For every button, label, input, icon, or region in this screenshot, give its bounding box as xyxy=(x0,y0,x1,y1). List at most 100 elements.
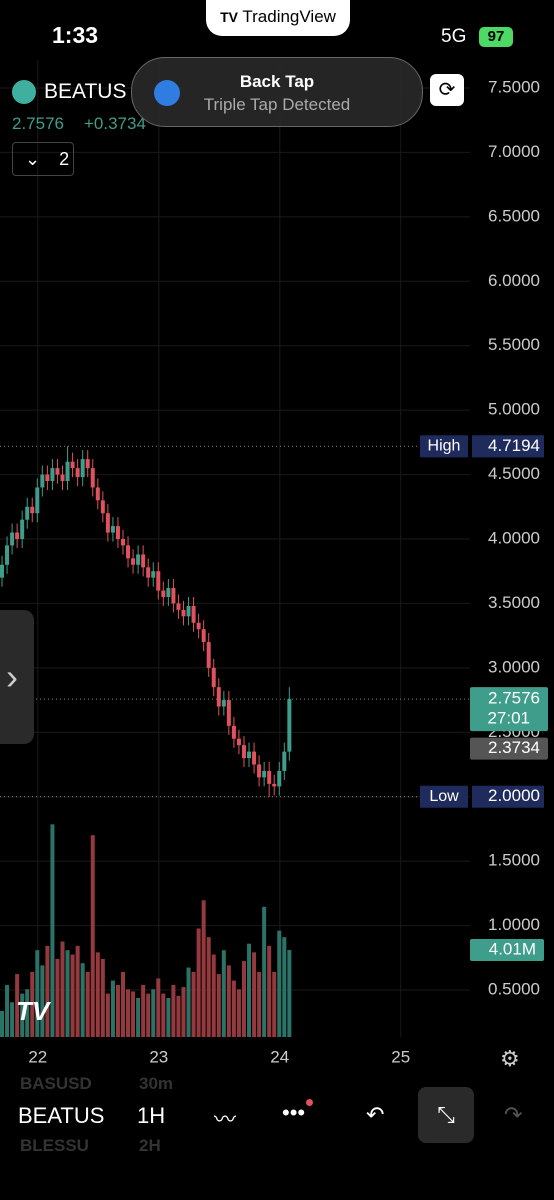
volume-bar xyxy=(221,950,226,1037)
toolbar-symbol[interactable]: BEATUS xyxy=(18,1103,105,1128)
more-button[interactable]: ••• xyxy=(282,1100,306,1125)
marker-value: 4.7194 xyxy=(488,436,540,455)
volume-bar xyxy=(181,987,186,1037)
volume-bar xyxy=(156,978,161,1037)
volume-label-box xyxy=(470,938,544,961)
candle-body xyxy=(60,474,65,482)
header-symbol[interactable]: BEATUS xyxy=(44,80,127,103)
marker-label: High xyxy=(428,438,461,455)
side-panel-handle[interactable]: › xyxy=(0,610,34,744)
candle-body xyxy=(20,519,25,539)
candle-body xyxy=(241,745,246,759)
candle-body xyxy=(141,554,146,568)
prev-symbol: BASUSD xyxy=(20,1074,92,1093)
last-price-label: 2.7576 xyxy=(488,689,540,708)
volume-bar xyxy=(201,900,206,1037)
marker-label-box xyxy=(420,435,468,458)
candle-body xyxy=(186,606,191,617)
y-tick-label: 0.5000 xyxy=(488,979,540,998)
marker-label: Low xyxy=(429,788,459,805)
volume-bar xyxy=(65,950,70,1037)
candle-body xyxy=(161,590,166,597)
candle-body xyxy=(90,468,95,488)
indicator-toggle[interactable]: ⌄ 2 xyxy=(12,142,74,176)
volume-bar xyxy=(171,984,176,1037)
volume-bar xyxy=(161,993,166,1037)
volume-bar xyxy=(231,980,236,1037)
volume-bar xyxy=(236,989,241,1037)
volume-bar xyxy=(191,971,196,1037)
notification-subtitle: Triple Tap Detected xyxy=(203,95,351,114)
volume-bar xyxy=(110,980,115,1037)
candle-body xyxy=(45,474,50,482)
volume-bar xyxy=(50,824,55,1037)
header-change: +0.3734 xyxy=(84,114,146,133)
candle-body xyxy=(267,770,272,784)
volume-bar xyxy=(206,937,211,1037)
candle-body xyxy=(10,532,15,546)
volume-bar xyxy=(272,971,277,1037)
candle-body xyxy=(196,622,201,630)
volume-bar xyxy=(20,993,25,1037)
volume-bar xyxy=(136,997,141,1037)
volume-bar xyxy=(0,1010,5,1037)
volume-bar xyxy=(75,945,80,1037)
candle-body xyxy=(15,532,20,539)
collapse-button[interactable]: ⤡ xyxy=(418,1087,474,1143)
candle-body xyxy=(105,513,110,533)
candle-body xyxy=(151,571,156,578)
candle-body xyxy=(287,699,292,752)
countdown-label: 27:01 xyxy=(487,709,530,728)
candle-body xyxy=(277,770,282,787)
candle-body xyxy=(247,751,252,759)
volume-bar xyxy=(247,943,252,1037)
candle-body xyxy=(95,487,100,501)
y-tick-label: 5.0000 xyxy=(488,400,540,419)
next-symbol: BLESSU xyxy=(20,1136,89,1155)
toolbar-interval[interactable]: 1H xyxy=(137,1103,166,1128)
volume-bar xyxy=(262,906,267,1037)
volume-bar xyxy=(60,941,65,1037)
next-interval: 2H xyxy=(139,1136,161,1155)
candle-body xyxy=(131,558,136,565)
app-pill: TV TradingView xyxy=(206,0,350,36)
fullscreen-button[interactable]: ⟳ xyxy=(430,74,464,106)
volume-bar xyxy=(287,949,292,1037)
settings-button[interactable]: ⚙ xyxy=(500,1046,520,1071)
battery: 97 xyxy=(479,27,513,47)
volume-bar xyxy=(5,984,10,1037)
y-tick-label: 6.5000 xyxy=(488,206,540,225)
y-tick-label: 1.0000 xyxy=(488,915,540,934)
candle-body xyxy=(176,603,181,610)
volume-bar xyxy=(100,958,105,1037)
redo-button[interactable]: ↷ xyxy=(504,1102,523,1127)
candle-body xyxy=(50,468,55,482)
candle-body xyxy=(120,539,125,546)
volume-bar xyxy=(282,937,287,1037)
volume-bar xyxy=(131,991,136,1037)
volume-bar xyxy=(80,963,85,1037)
x-tick-label: 25 xyxy=(391,1047,410,1066)
candle-body xyxy=(126,545,131,559)
volume-bar xyxy=(277,930,282,1037)
y-tick-label: 4.0000 xyxy=(488,528,540,547)
candle-body xyxy=(40,474,45,488)
drawing-tools[interactable]: 〰 xyxy=(214,1107,237,1132)
volume-bar xyxy=(226,965,231,1037)
candle-body xyxy=(5,545,10,565)
volume-bar xyxy=(176,995,181,1037)
marker-value: 2.0000 xyxy=(488,786,540,805)
candle-body xyxy=(206,642,211,668)
volume-bar xyxy=(186,967,191,1037)
volume-bar xyxy=(55,958,60,1037)
volume-bar xyxy=(30,971,35,1037)
candle-body xyxy=(75,468,80,478)
volume-bar xyxy=(267,945,272,1037)
x-tick-label: 23 xyxy=(149,1047,168,1066)
volume-label: 4.01M xyxy=(489,939,536,958)
y-tick-label: 7.0000 xyxy=(488,142,540,161)
undo-button[interactable]: ↶ xyxy=(366,1102,385,1127)
candle-body xyxy=(231,725,236,739)
candle-body xyxy=(30,506,35,514)
volume-bar xyxy=(85,971,90,1037)
